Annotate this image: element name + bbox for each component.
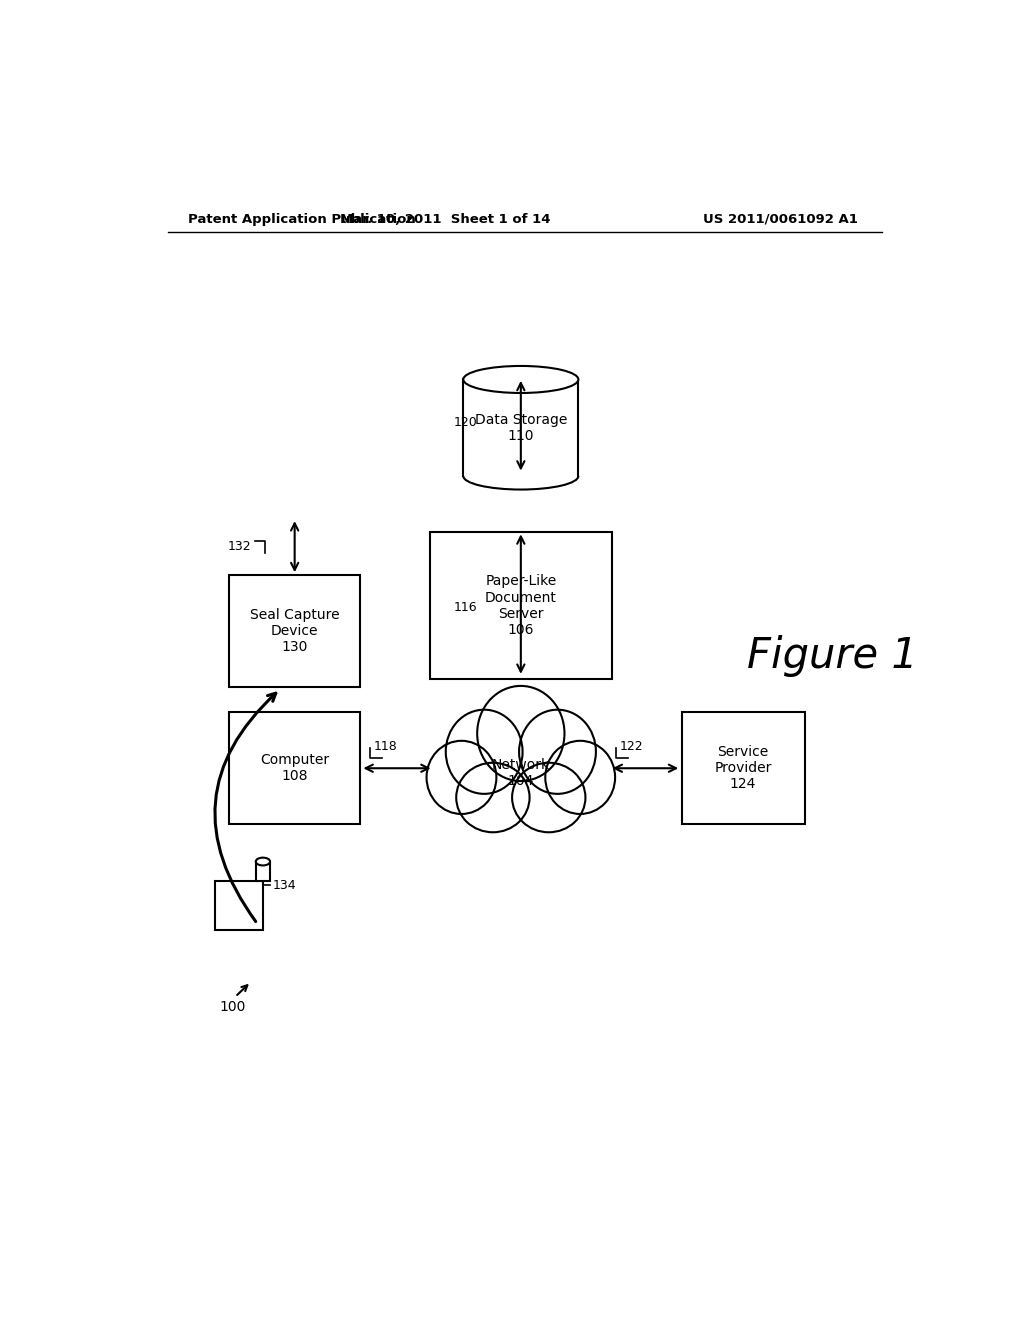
Text: Data Storage
110: Data Storage 110 [475, 413, 567, 442]
Bar [463, 379, 579, 477]
Text: 134: 134 [272, 879, 296, 891]
Ellipse shape [512, 763, 586, 833]
Text: Service
Provider
124: Service Provider 124 [715, 744, 772, 792]
Text: 118: 118 [374, 741, 397, 752]
Bar [229, 713, 360, 824]
Text: 120: 120 [454, 416, 477, 429]
Ellipse shape [519, 710, 596, 793]
Bar [229, 576, 360, 686]
FancyArrowPatch shape [215, 693, 275, 921]
Ellipse shape [427, 741, 497, 814]
Bar [682, 713, 805, 824]
Text: 122: 122 [620, 741, 644, 752]
Ellipse shape [463, 366, 579, 393]
Bar [215, 880, 263, 929]
Text: 132: 132 [227, 540, 251, 553]
Text: 100: 100 [219, 1001, 246, 1014]
Text: Seal Capture
Device
130: Seal Capture Device 130 [250, 607, 340, 655]
Text: 116: 116 [454, 601, 477, 614]
Text: Mar. 10, 2011  Sheet 1 of 14: Mar. 10, 2011 Sheet 1 of 14 [340, 213, 551, 226]
Text: Paper-Like
Document
Server
106: Paper-Like Document Server 106 [485, 574, 557, 638]
Text: US 2011/0061092 A1: US 2011/0061092 A1 [703, 213, 858, 226]
Ellipse shape [445, 710, 522, 793]
Bar [430, 532, 612, 680]
Text: Patent Application Publication: Patent Application Publication [187, 213, 416, 226]
Ellipse shape [477, 686, 564, 781]
Bar [256, 862, 270, 880]
Text: Network
104: Network 104 [492, 758, 550, 788]
Ellipse shape [545, 741, 615, 814]
Text: Figure 1: Figure 1 [748, 635, 918, 677]
Ellipse shape [256, 858, 270, 866]
Ellipse shape [457, 763, 529, 833]
Text: Computer
108: Computer 108 [260, 754, 330, 783]
